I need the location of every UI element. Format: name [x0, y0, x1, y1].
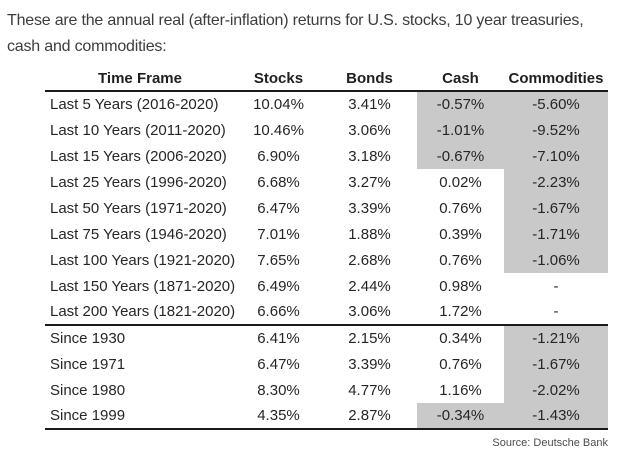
time-frame-cell: Last 25 Years (1996-2020) [50, 173, 227, 191]
value-cell-cash: 1.72% [417, 299, 504, 326]
returns-table: Time Frame Stocks Bonds Cash Commodities… [45, 68, 608, 430]
value-cell-stocks: 8.30% [257, 381, 300, 399]
value-cell-bonds: 3.06% [322, 299, 417, 326]
value-cell-commodities: -9.52% [504, 117, 608, 143]
table-row: Last 10 Years (2011-2020) 10.46% 3.06% -1.0… [45, 117, 608, 143]
time-frame-cell: Last 200 Years (1821-2020) [45, 299, 235, 326]
value-cell-commodities: -1.43% [504, 403, 608, 430]
table-row: Last 50 Years (1971-2020) 6.47% 3.39% 0.76%… [45, 195, 608, 221]
value-cell-bonds: 3.06% [348, 121, 391, 139]
value-cell-cash: 0.39% [439, 225, 482, 243]
value-cell-bonds: 1.88% [348, 225, 391, 243]
col-header-cash: Cash [442, 70, 479, 87]
table-body: Last 5 Years (2016-2020) 10.04% 3.41% -0.57… [45, 91, 608, 430]
time-frame-cell: Since 1930 [50, 330, 126, 347]
col-header-time-frame: Time Frame [98, 70, 182, 87]
value-cell-commodities: -2.23% [504, 169, 608, 195]
value-cell-bonds: 3.27% [348, 173, 391, 191]
table-row: Last 15 Years (2006-2020) 6.90% 3.18% -0.67… [45, 143, 608, 169]
value-cell-cash: -0.34% [417, 403, 504, 430]
table-row: Since 1971 6.47% 3.39% 0.76% -1.67% [45, 351, 608, 377]
value-cell-stocks: 6.68% [257, 173, 300, 191]
value-cell-commodities: -1.71% [504, 221, 608, 247]
table-row: Since 1999 4.35% 2.87% -0.34% -1.43% [45, 403, 608, 430]
value-cell-cash: 0.76% [439, 355, 482, 373]
value-cell-bonds: 4.77% [348, 381, 391, 399]
value-cell-stocks: 7.65% [257, 251, 300, 269]
intro-line-1: These are the annual real (after-inflati… [7, 12, 584, 29]
value-cell-cash: -1.01% [417, 117, 504, 143]
value-cell-stocks: 7.01% [257, 225, 300, 243]
time-frame-cell: Since 1999 [45, 403, 235, 430]
intro-text: These are the annual real (after-inflati… [7, 8, 584, 60]
table-row: Last 5 Years (2016-2020) 10.04% 3.41% -0.57… [45, 91, 608, 117]
value-cell-bonds: 3.18% [348, 147, 391, 165]
time-frame-cell: Last 150 Years (1871-2020) [50, 277, 236, 295]
value-cell-stocks: 6.47% [257, 355, 300, 373]
value-cell-bonds: 2.15% [348, 330, 391, 347]
value-cell-commodities: - [504, 299, 608, 326]
value-cell-commodities: -5.60% [504, 91, 608, 117]
value-cell-cash: -0.57% [417, 91, 504, 117]
source-note: Source: Deutsche Bank [492, 437, 608, 449]
value-cell-bonds: 3.41% [348, 96, 391, 113]
value-cell-bonds: 2.44% [348, 277, 391, 295]
value-cell-cash: 0.98% [439, 277, 482, 295]
time-frame-cell: Since 1971 [50, 355, 126, 373]
value-cell-commodities: -7.10% [504, 143, 608, 169]
time-frame-cell: Last 15 Years (2006-2020) [50, 147, 227, 165]
value-cell-bonds: 2.87% [322, 403, 417, 430]
value-cell-stocks: 6.49% [257, 277, 300, 295]
value-cell-cash: 0.76% [439, 251, 482, 269]
time-frame-cell: Last 10 Years (2011-2020) [50, 121, 226, 139]
time-frame-cell: Last 75 Years (1946-2020) [50, 225, 227, 243]
table-row: Last 100 Years (1921-2020) 7.65% 2.68% 0.76… [45, 247, 608, 273]
time-frame-cell: Since 1980 [50, 381, 126, 399]
header-row: Time Frame Stocks Bonds Cash Commodities [45, 68, 608, 91]
table-row: Last 75 Years (1946-2020) 7.01% 1.88% 0.39%… [45, 221, 608, 247]
value-cell-commodities: -1.06% [504, 247, 608, 273]
value-cell-stocks: 10.04% [253, 96, 304, 113]
value-cell-bonds: 3.39% [348, 199, 391, 217]
value-cell-cash: 1.16% [439, 381, 482, 399]
value-cell-cash: 0.76% [439, 199, 482, 217]
table-row: Since 1980 8.30% 4.77% 1.16% -2.02% [45, 377, 608, 403]
col-header-stocks: Stocks [253, 70, 304, 87]
value-cell-stocks: 6.66% [235, 299, 322, 326]
time-frame-cell: Last 5 Years (2016-2020) [50, 96, 219, 113]
value-cell-commodities: -2.02% [504, 377, 608, 403]
value-cell-commodities: -1.21% [504, 325, 608, 351]
value-cell-bonds: 3.39% [348, 355, 391, 373]
table-row: Since 1930 6.41% 2.15% 0.34% -1.21% [45, 325, 608, 351]
value-cell-commodities: -1.67% [504, 351, 608, 377]
table-row: Last 150 Years (1871-2020) 6.49% 2.44% 0.98… [45, 273, 608, 299]
value-cell-stocks: 6.90% [257, 147, 300, 165]
col-header-commodities: Commodities [508, 70, 604, 87]
value-cell-stocks: 6.41% [257, 330, 300, 347]
value-cell-stocks: 6.47% [257, 199, 300, 217]
value-cell-bonds: 2.68% [348, 251, 391, 269]
value-cell-cash: 0.34% [439, 330, 482, 347]
time-frame-cell: Last 50 Years (1971-2020) [50, 199, 227, 217]
value-cell-commodities: - [553, 277, 559, 295]
value-cell-stocks: 4.35% [235, 403, 322, 430]
value-cell-cash: -0.67% [417, 143, 504, 169]
table-row: Last 200 Years (1821-2020) 6.66% 3.06% 1.72… [45, 299, 608, 326]
value-cell-commodities: -1.67% [504, 195, 608, 221]
value-cell-stocks: 10.46% [253, 121, 304, 139]
time-frame-cell: Last 100 Years (1921-2020) [50, 251, 236, 269]
col-header-bonds: Bonds [346, 70, 393, 87]
value-cell-cash: 0.02% [439, 173, 482, 191]
intro-line-2: cash and commodities: [7, 38, 167, 55]
table-row: Last 25 Years (1996-2020) 6.68% 3.27% 0.02%… [45, 169, 608, 195]
